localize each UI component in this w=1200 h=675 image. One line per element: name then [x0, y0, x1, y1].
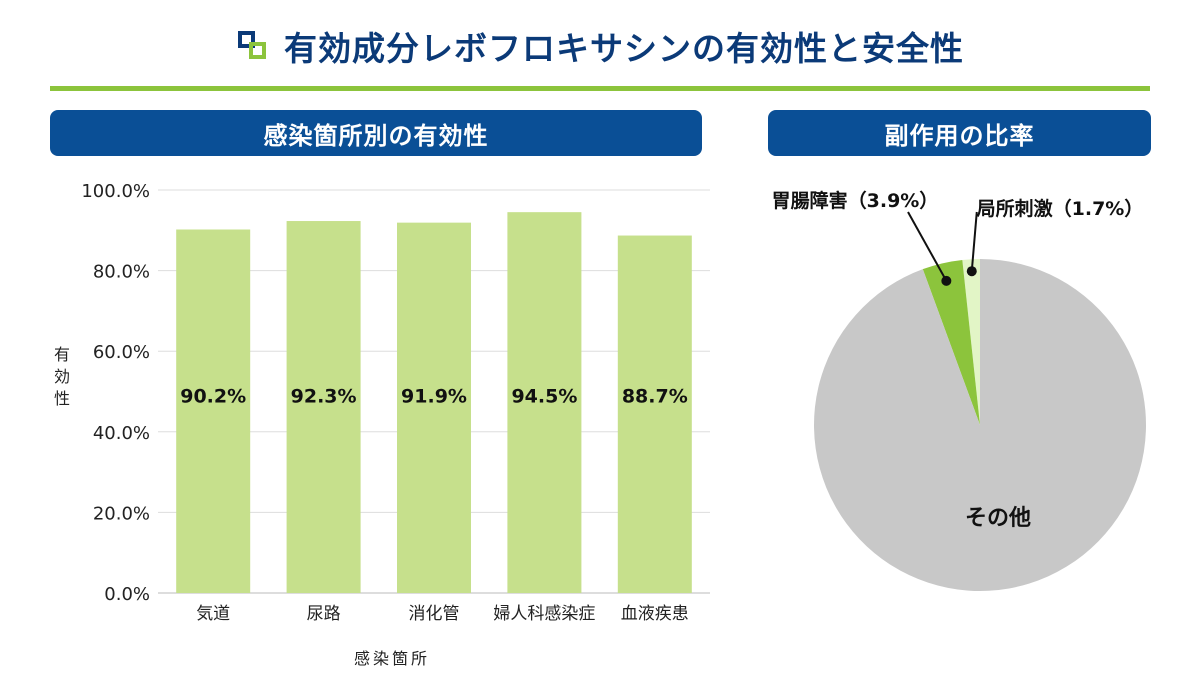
x-tick-label: 血液疾患 — [621, 604, 689, 624]
bar-value-label: 90.2% — [180, 386, 246, 408]
y-tick-label: 60.0% — [93, 342, 150, 363]
bar — [507, 212, 582, 593]
bar — [617, 235, 692, 593]
x-tick-label: 婦人科感染症 — [493, 604, 595, 624]
y-tick-label: 40.0% — [93, 423, 150, 444]
bar-value-label: 94.5% — [511, 386, 577, 408]
bar — [286, 221, 361, 593]
y-tick-label: 20.0% — [93, 503, 150, 524]
y-tick-label: 100.0% — [81, 181, 150, 202]
x-tick-label: 気道 — [196, 604, 230, 624]
x-tick-label: 消化管 — [409, 604, 460, 624]
pie-label-gi: 胃腸障害（3.9%） — [772, 189, 939, 212]
bar — [176, 229, 251, 593]
title-underline — [50, 86, 1150, 91]
pie-chart-header: 副作用の比率 — [768, 110, 1151, 156]
leader-line — [907, 211, 948, 282]
leader-dot — [941, 275, 952, 286]
pie-slice — [962, 259, 980, 425]
nested-squares-icon — [236, 29, 270, 63]
x-axis-label: 感染箇所 — [354, 649, 430, 668]
leader-line — [970, 211, 978, 272]
x-tick-label: 尿路 — [307, 604, 341, 624]
pie-slice — [814, 258, 1146, 591]
leader-dot — [966, 266, 977, 277]
pie-label-local-irritation: 局所刺激（1.7%） — [977, 197, 1144, 220]
bar-chart: 0.0% 20.0% 40.0% 60.0% 80.0% 100.0% 90.2% 気道 92.… — [54, 181, 710, 668]
title-row: 有効成分レボフロキサシンの有効性と安全性 — [0, 18, 1200, 74]
pie-chart: 局所刺激（1.7%） 胃腸障害（3.9%） その他 — [772, 189, 1146, 591]
bar-value-label: 91.9% — [401, 386, 467, 408]
pie-label-other: その他 — [965, 506, 1031, 531]
bar-value-label: 92.3% — [291, 386, 357, 408]
bar-value-label: 88.7% — [622, 386, 688, 408]
y-tick-label: 0.0% — [104, 584, 150, 605]
y-tick-label: 80.0% — [93, 262, 150, 283]
bar-chart-header: 感染箇所別の有効性 — [50, 110, 702, 156]
page-title: 有効成分レボフロキサシンの有効性と安全性 — [284, 29, 964, 68]
y-axis-label: 有効性 — [54, 345, 70, 408]
pie-slice — [922, 259, 980, 425]
bar — [397, 222, 471, 593]
